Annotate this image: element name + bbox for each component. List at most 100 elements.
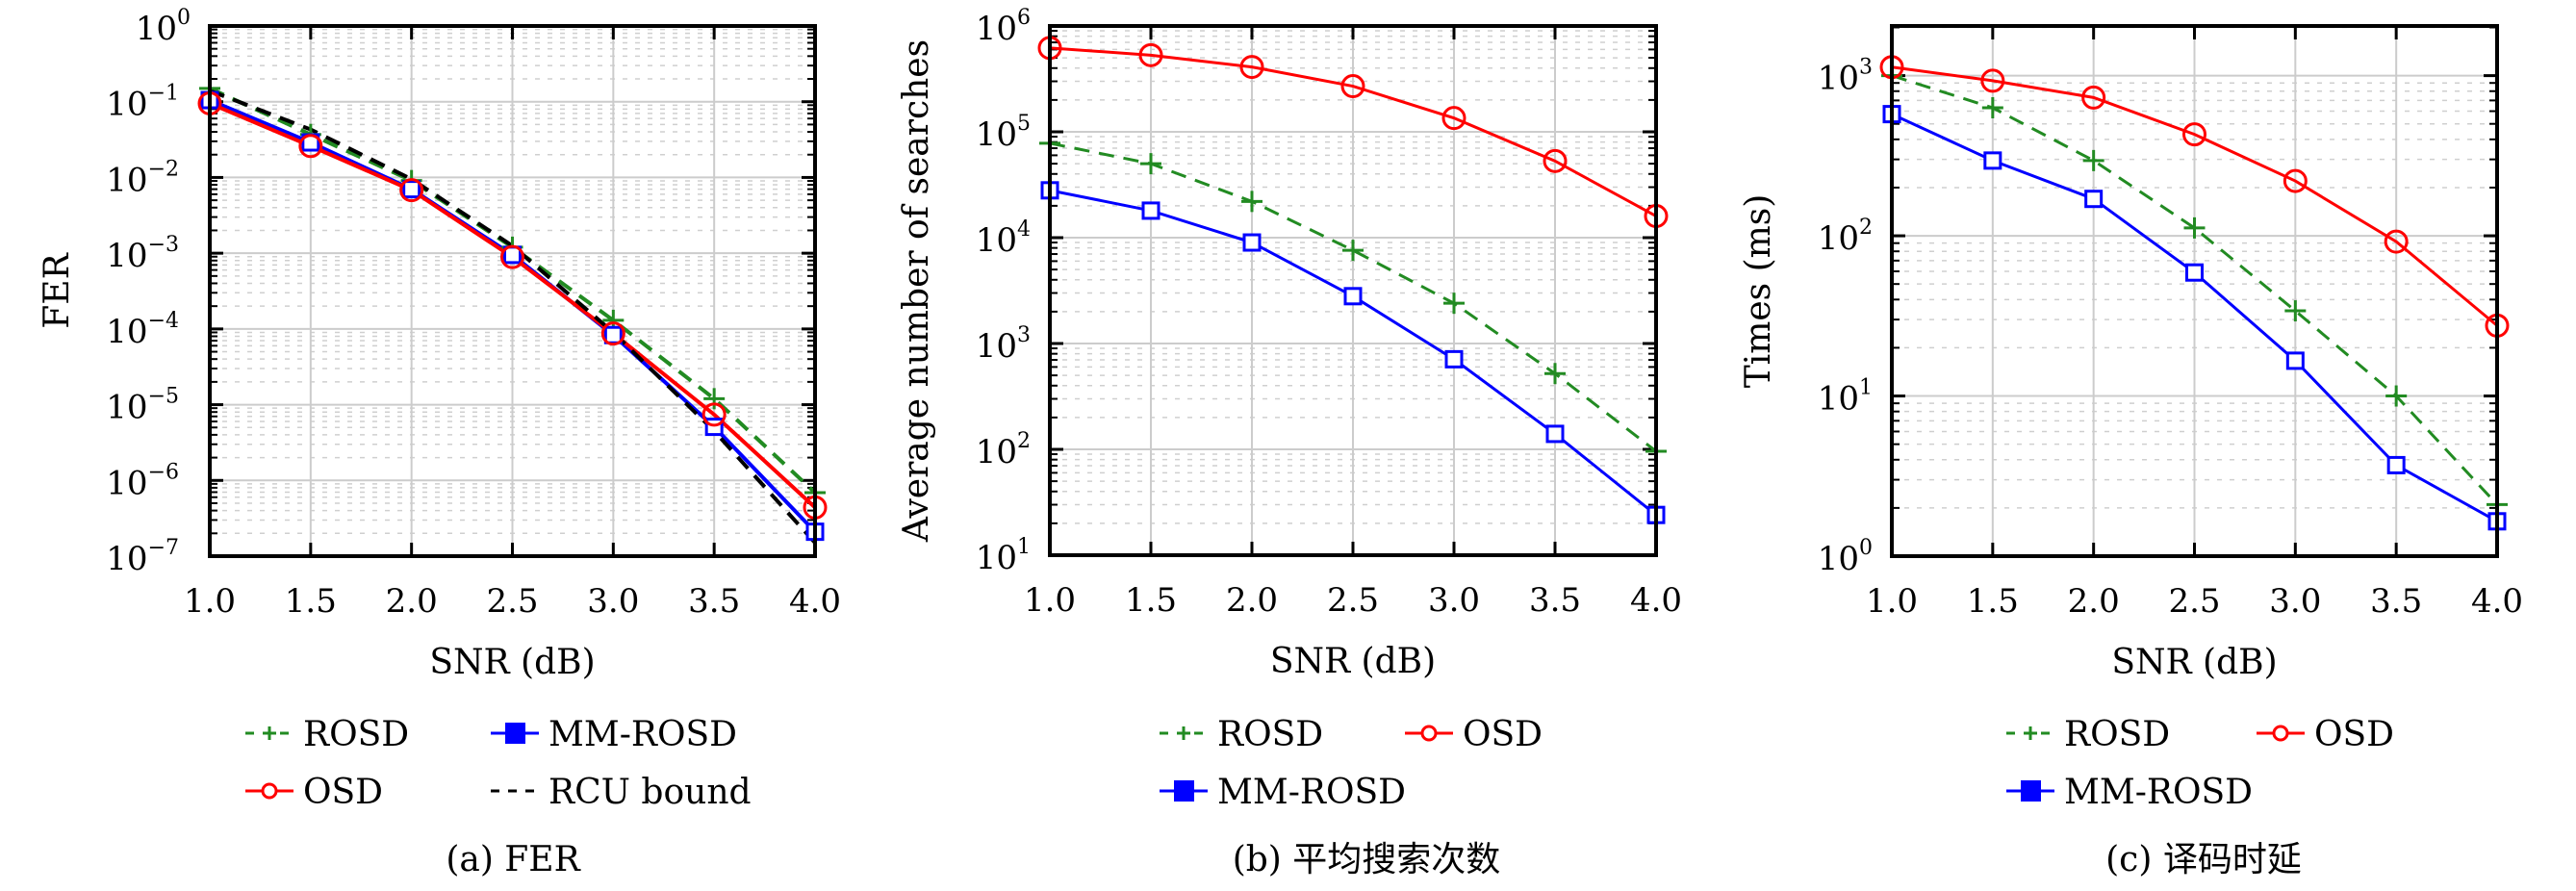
y-tick-label: 104 xyxy=(976,217,1031,260)
x-tick-label: 2.0 xyxy=(386,582,438,621)
x-tick-label: 1.5 xyxy=(1125,581,1177,620)
panel-caption: (b) 平均搜索次数 xyxy=(1233,840,1501,879)
data-point-plus xyxy=(2385,385,2408,407)
data-point-square xyxy=(1343,287,1363,306)
legend-swatch-square xyxy=(1174,780,1194,802)
data-point-plus xyxy=(2284,300,2307,322)
grid xyxy=(208,24,817,558)
data-point-plus xyxy=(1544,363,1566,385)
data-point-circle xyxy=(298,134,323,159)
legend-label: ROSD xyxy=(1217,715,1323,754)
x-tick-label: 2.0 xyxy=(2068,582,2120,621)
panel-c: 1.0 1.5 2.0 2.5 3.0 3.5 4.0 103 102 101 100 SNR (dB… xyxy=(1739,24,2523,879)
data-point-square xyxy=(2185,263,2204,282)
legend-label: ROSD xyxy=(2064,715,2170,754)
x-tick-label: 2.5 xyxy=(486,582,538,621)
panel-caption: (a) FER xyxy=(446,840,580,879)
y-tick-label: 10−2 xyxy=(106,157,179,199)
legend-swatch-circle xyxy=(1420,725,1438,742)
x-tick-label: 3.0 xyxy=(2269,582,2321,621)
data-point-circle xyxy=(1980,68,2005,93)
data-point-square xyxy=(402,180,421,199)
data-point-plus xyxy=(2082,149,2104,171)
x-axis-label: SNR (dB) xyxy=(1270,642,1436,681)
legend-item-rosd: ROSD xyxy=(1160,715,1323,754)
legend: ROSD OSD MM-ROSD xyxy=(1160,715,1543,812)
data-point-square xyxy=(704,418,724,437)
data-point-circle xyxy=(2081,85,2106,110)
series-osd xyxy=(1892,65,2497,327)
axes-frame xyxy=(1048,24,1658,557)
data-point-circle xyxy=(2384,229,2409,254)
data-point-circle xyxy=(2182,122,2206,147)
data-point-circle xyxy=(600,321,625,346)
x-axis-label: SNR (dB) xyxy=(429,643,595,682)
y-axis-label: Times (ms) xyxy=(1739,194,1778,389)
panel-a: 1.0 1.5 2.0 2.5 3.0 3.5 4.0 100 10−1 10−2 10−3 10−4… xyxy=(38,6,841,879)
y-tick-label: 10−4 xyxy=(106,309,179,351)
x-tick-label: 3.5 xyxy=(1529,581,1581,620)
panel-b: 1.0 1.5 2.0 2.5 3.0 3.5 4.0 106 105 104 103 102 101 S… xyxy=(897,6,1682,879)
y-tick-label: 103 xyxy=(976,323,1031,366)
legend-item-rosd: ROSD xyxy=(2006,715,2170,754)
x-tick-label: 3.5 xyxy=(2370,582,2422,621)
y-tick-label: 10−5 xyxy=(106,385,179,427)
x-tick-label: 1.0 xyxy=(1024,581,1076,620)
y-axis-label: Average number of searches xyxy=(897,39,936,543)
series-osd xyxy=(1050,46,1656,217)
data-point-square xyxy=(1983,151,2002,170)
legend-label: ROSD xyxy=(303,715,409,754)
data-point-square xyxy=(1141,201,1160,220)
data-point-plus xyxy=(2183,216,2206,239)
legend-label: MM-ROSD xyxy=(1217,773,1406,812)
y-tick-label: 10−1 xyxy=(106,82,179,124)
axes-frame xyxy=(1890,24,2499,558)
x-tick-label: 1.0 xyxy=(184,582,236,621)
data-point-circle xyxy=(399,178,424,203)
data-point-circle xyxy=(701,402,727,427)
data-point-plus xyxy=(703,388,726,410)
x-tick-label: 2.5 xyxy=(1327,581,1379,620)
legend-label: OSD xyxy=(2314,715,2394,754)
data-point-square xyxy=(1242,233,1262,252)
x-tick-label: 4.0 xyxy=(789,582,841,621)
y-tick-label: 10−7 xyxy=(106,536,179,578)
legend-item-osd: OSD xyxy=(2257,715,2394,754)
legend-item-osd: OSD xyxy=(1405,715,1543,754)
legend-label: OSD xyxy=(1463,715,1543,754)
data-point-circle xyxy=(1239,55,1264,80)
panel-caption: (c) 译码时延 xyxy=(2105,840,2302,879)
data-point-circle xyxy=(1138,42,1163,67)
legend-swatch-square xyxy=(2021,780,2041,802)
legend-item-rosd: ROSD xyxy=(245,715,409,754)
y-tick-label: 105 xyxy=(976,112,1031,154)
x-tick-label: 3.0 xyxy=(587,582,639,621)
x-tick-label: 3.0 xyxy=(1428,581,1480,620)
markers-mm-rosd xyxy=(1040,181,1666,524)
y-tick-label: 103 xyxy=(1818,56,1873,98)
x-tick-label: 1.5 xyxy=(285,582,337,621)
y-tick-label: 100 xyxy=(1818,536,1873,578)
legend-item-mm-rosd: MM-ROSD xyxy=(2006,773,2253,812)
y-tick-label: 102 xyxy=(1818,216,1873,258)
legend-label: RCU bound xyxy=(548,773,752,812)
y-tick-label: 101 xyxy=(1818,376,1873,419)
y-axis-label: FER xyxy=(38,252,77,328)
y-tick-label: 101 xyxy=(976,535,1031,577)
data-point-circle xyxy=(1441,106,1467,131)
y-tick-label: 10−6 xyxy=(106,460,179,502)
x-tick-label: 1.0 xyxy=(1866,582,1918,621)
data-point-square xyxy=(1444,349,1464,369)
data-point-square xyxy=(2084,190,2104,209)
data-point-plus xyxy=(1981,97,2003,119)
legend-label: OSD xyxy=(303,773,383,812)
series-osd-line xyxy=(1050,46,1656,217)
y-tick-label: 100 xyxy=(136,6,191,48)
data-point-plus xyxy=(1342,240,1364,262)
x-tick-label: 4.0 xyxy=(2471,582,2523,621)
markers-mm-rosd xyxy=(1882,105,2507,531)
legend-item-rcu-bound: RCU bound xyxy=(491,773,752,812)
axes-frame xyxy=(208,24,817,558)
grid xyxy=(1890,26,2499,558)
